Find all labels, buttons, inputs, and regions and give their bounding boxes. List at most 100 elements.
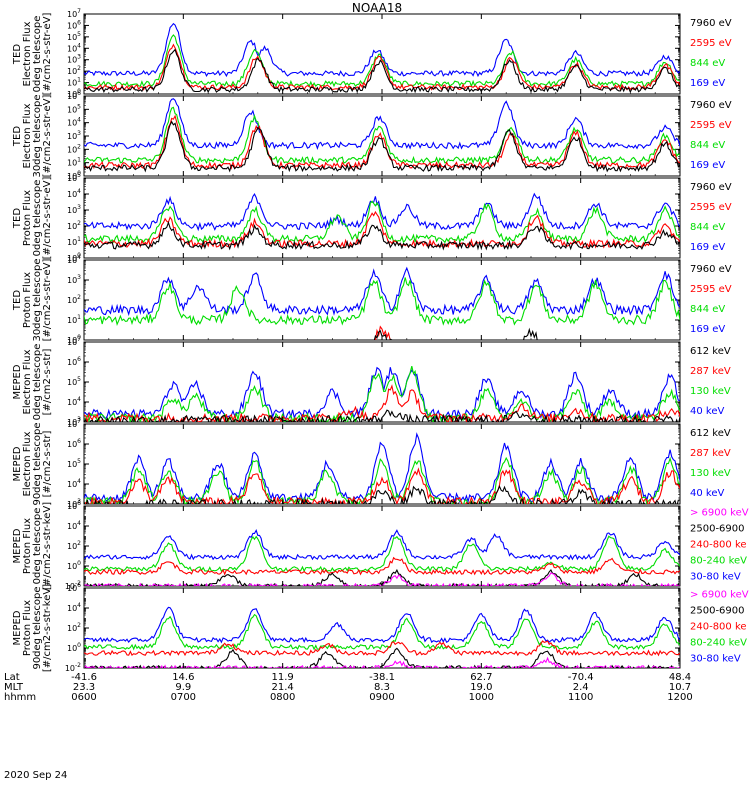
series-blue bbox=[84, 192, 680, 232]
y-tick-label: 106 bbox=[67, 500, 81, 511]
legend-entry: 240-800 ke bbox=[690, 540, 747, 551]
legend-entry: 2595 eV bbox=[690, 202, 732, 213]
panel-5: 103 104 105 106 107 MEPEDElectron Flux0deg te… bbox=[12, 336, 731, 427]
legend-entry: > 6900 keV bbox=[690, 590, 749, 601]
x-row-label: Lat bbox=[4, 672, 20, 683]
series-green bbox=[84, 535, 680, 573]
y-tick-label: 106 bbox=[67, 90, 81, 101]
series-green bbox=[84, 277, 680, 327]
panel-3: 100 101 102 103 104 105 TEDProton Flux0deg tel… bbox=[12, 172, 732, 263]
x-row-value: 9.9 bbox=[175, 682, 191, 693]
legend-entry: 287 keV bbox=[690, 448, 731, 459]
y-tick-label: 100 bbox=[67, 252, 81, 263]
y-axis-label: TEDProton Flux0deg telescope[#/cm2-s-str… bbox=[12, 177, 53, 260]
y-axis-label: MEPEDElectron Flux0deg telescope[#/cm2-s… bbox=[12, 344, 53, 421]
y-tick-label: 103 bbox=[67, 274, 81, 285]
y-tick-label: 10-2 bbox=[65, 662, 81, 673]
y-tick-label: 100 bbox=[67, 170, 81, 181]
legend-entry: 240-800 ke bbox=[690, 622, 747, 633]
series-red bbox=[84, 556, 680, 576]
y-tick-label: 106 bbox=[67, 356, 81, 367]
y-tick-label: 101 bbox=[67, 314, 81, 325]
legend-entry: 844 eV bbox=[690, 58, 725, 69]
y-tick-label: 100 bbox=[67, 334, 81, 345]
x-row-value: 62.7 bbox=[470, 672, 492, 683]
x-row-value: 10.7 bbox=[669, 682, 691, 693]
x-row-value: 1100 bbox=[568, 692, 593, 703]
y-tick-label: 100 bbox=[67, 642, 81, 653]
panel-data bbox=[84, 98, 680, 173]
series-blue bbox=[84, 22, 680, 78]
y-tick-label: 103 bbox=[67, 204, 81, 215]
legend-entry: 7960 eV bbox=[690, 182, 732, 193]
legend-entry: 169 eV bbox=[690, 242, 725, 253]
y-tick-label: 102 bbox=[67, 540, 81, 551]
x-row-value: 8.3 bbox=[374, 682, 390, 693]
y-tick-label: 106 bbox=[67, 19, 81, 30]
y-axis-label: MEPEDElectron Flux90deg telescope[#/cm2-… bbox=[12, 422, 53, 505]
legend-entry: 2595 eV bbox=[690, 38, 732, 49]
y-tick-label: 104 bbox=[67, 117, 81, 128]
series-green bbox=[84, 200, 680, 244]
legend-entry: 30-80 keV bbox=[690, 654, 741, 665]
legend-entry: 844 eV bbox=[690, 222, 725, 233]
figure-title: NOAA18 bbox=[352, 1, 402, 15]
series-blue bbox=[84, 366, 680, 421]
series-black bbox=[84, 220, 680, 251]
series-green bbox=[84, 613, 680, 651]
legend-entry: > 6900 keV bbox=[690, 508, 749, 519]
series-red bbox=[374, 325, 393, 340]
legend-entry: 169 eV bbox=[690, 324, 725, 335]
legend-entry: 7960 eV bbox=[690, 18, 732, 29]
y-tick-label: 103 bbox=[67, 416, 81, 427]
x-row-value: 23.3 bbox=[73, 682, 95, 693]
y-axis-label: MEPEDProton Flux90deg telescope[#/cm2-s-… bbox=[12, 584, 53, 672]
series-green bbox=[84, 106, 680, 165]
x-row-label: hhmm bbox=[4, 692, 36, 703]
panel-data bbox=[84, 22, 680, 94]
legend-entry: 2595 eV bbox=[690, 120, 732, 131]
y-axis-label: MEPEDProton Flux0deg telescope[#/cm2-s-s… bbox=[12, 502, 53, 590]
series-black bbox=[84, 120, 680, 173]
y-tick-label: 104 bbox=[67, 396, 81, 407]
legend-entry: 287 keV bbox=[690, 366, 731, 377]
legend-entry: 2500-6900 bbox=[690, 524, 745, 535]
y-tick-label: 105 bbox=[67, 103, 81, 114]
x-row-value: 11.9 bbox=[272, 672, 294, 683]
x-axis-labels: Lat -41.6 14.6 11.9 -38.1 62.7 -70.4 48.4 MLT 23.… bbox=[4, 672, 693, 703]
series-red bbox=[84, 640, 680, 657]
y-tick-label: 100 bbox=[67, 88, 81, 99]
x-row-value: 0600 bbox=[71, 692, 96, 703]
legend-entry: 612 keV bbox=[690, 428, 731, 439]
legend-entry: 30-80 keV bbox=[690, 572, 741, 583]
legend-entry: 40 keV bbox=[690, 406, 724, 417]
y-tick-label: 103 bbox=[67, 498, 81, 509]
y-tick-label: 105 bbox=[67, 458, 81, 469]
legend-entry: 844 eV bbox=[690, 304, 725, 315]
y-tick-label: 10-2 bbox=[65, 580, 81, 591]
y-tick-label: 105 bbox=[67, 376, 81, 387]
panel-8: 10-2 100 102 104 106 MEPEDProton Flux90deg te… bbox=[12, 582, 749, 673]
y-tick-label: 101 bbox=[67, 157, 81, 168]
y-axis-label: TEDElectron Flux0deg telescope[#/cm2-s-s… bbox=[12, 13, 53, 96]
series-red bbox=[84, 210, 680, 250]
panel-data bbox=[84, 529, 680, 586]
x-row-value: -41.6 bbox=[71, 672, 97, 683]
legend-entry: 80-240 keV bbox=[690, 556, 747, 567]
y-tick-label: 107 bbox=[67, 336, 81, 347]
y-tick-label: 104 bbox=[67, 478, 81, 489]
y-axis-label: TEDProton Flux30deg telescope[#/cm2-s-st… bbox=[12, 258, 53, 341]
x-row-value: 2.4 bbox=[573, 682, 589, 693]
panel-2: 100 101 102 103 104 105 106 TEDElectron Flux30d… bbox=[12, 90, 732, 181]
series-blue bbox=[84, 432, 680, 504]
x-row-value: -38.1 bbox=[369, 672, 395, 683]
x-row-value: -70.4 bbox=[568, 672, 594, 683]
y-tick-label: 102 bbox=[67, 220, 81, 231]
legend-entry: 169 eV bbox=[690, 160, 725, 171]
y-tick-label: 102 bbox=[67, 65, 81, 76]
legend-entry: 169 eV bbox=[690, 78, 725, 89]
series-blue bbox=[84, 529, 680, 561]
panel-data bbox=[84, 192, 680, 251]
y-tick-label: 102 bbox=[67, 294, 81, 305]
